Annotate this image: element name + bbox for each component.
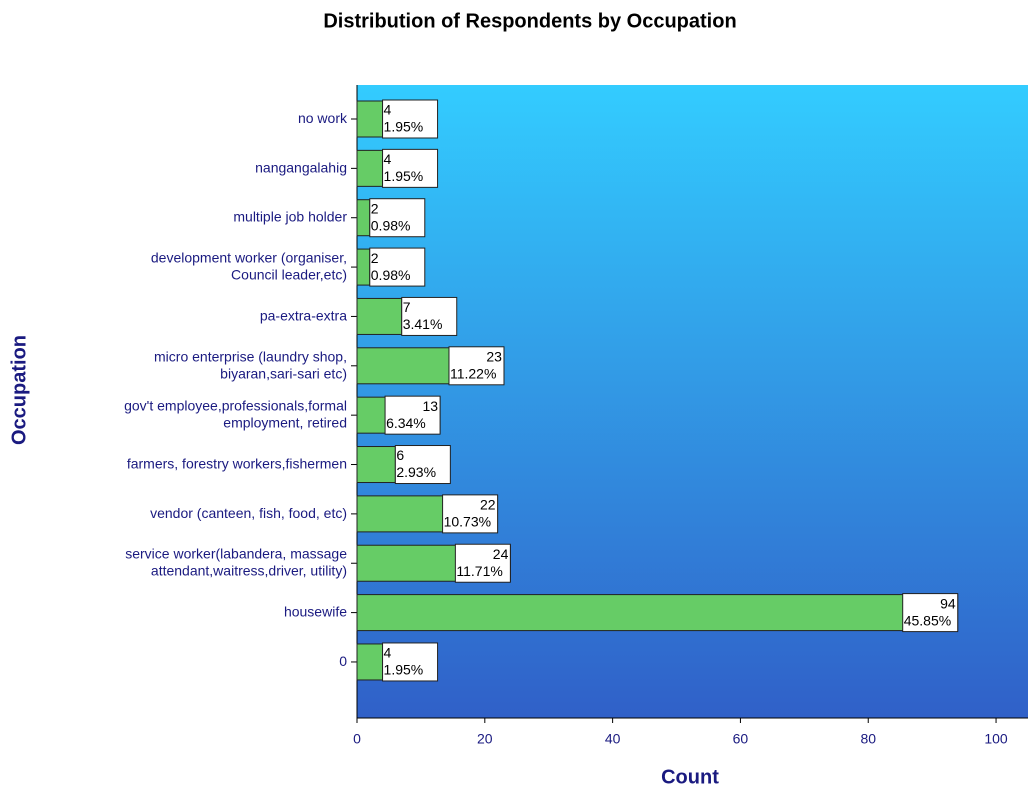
y-axis-label: Occupation bbox=[8, 335, 30, 445]
value-label: 7 bbox=[403, 299, 411, 315]
y-tick-label: gov't employee,professionals,formal emplo… bbox=[124, 397, 347, 430]
y-tick-label: nangangalahig bbox=[255, 159, 347, 175]
x-tick-label: 60 bbox=[733, 731, 749, 747]
x-tick-label: 40 bbox=[605, 731, 621, 747]
x-tick-label: 100 bbox=[984, 731, 1008, 747]
bar bbox=[356, 100, 384, 138]
percent-label: 2.93% bbox=[396, 464, 436, 480]
label-box bbox=[454, 543, 511, 583]
value-label: 4 bbox=[384, 151, 392, 167]
y-tick-label: no work bbox=[298, 110, 348, 126]
bar bbox=[356, 643, 384, 681]
y-tick-label: 0 bbox=[339, 653, 347, 669]
y-tick-label: development worker (organiser, Council le… bbox=[151, 249, 347, 282]
label-box bbox=[442, 494, 499, 534]
value-label: 6 bbox=[396, 447, 404, 463]
chart-title: Distribution of Respondents by Occupatio… bbox=[323, 10, 736, 32]
x-tick-label: 0 bbox=[353, 731, 361, 747]
percent-label: 11.71% bbox=[456, 563, 502, 579]
label-box bbox=[382, 148, 439, 188]
y-tick-label: farmers, forestry workers,fishermen bbox=[127, 455, 347, 471]
value-label: 22 bbox=[480, 497, 496, 513]
label-box bbox=[394, 445, 451, 485]
value-label: 94 bbox=[940, 595, 956, 611]
x-tick-label: 80 bbox=[860, 731, 876, 747]
value-label: 24 bbox=[493, 546, 509, 562]
y-tick-label: multiple job holder bbox=[233, 208, 347, 224]
value-label: 2 bbox=[371, 250, 379, 266]
value-label: 23 bbox=[486, 349, 502, 365]
percent-label: 0.98% bbox=[371, 217, 411, 233]
value-label: 4 bbox=[384, 102, 392, 118]
bar bbox=[356, 594, 959, 632]
label-box bbox=[369, 198, 426, 238]
y-tick-label: service worker(labandera, massage attenda… bbox=[125, 545, 347, 578]
value-label: 2 bbox=[371, 200, 379, 216]
label-box bbox=[382, 99, 439, 139]
label-box bbox=[401, 296, 458, 336]
bar bbox=[356, 297, 403, 335]
x-tick-label: 20 bbox=[477, 731, 493, 747]
percent-label: 1.95% bbox=[384, 168, 424, 184]
y-tick-label: housewife bbox=[284, 603, 347, 619]
y-tick-label: pa-extra-extra bbox=[260, 307, 347, 323]
value-label: 4 bbox=[384, 645, 392, 661]
percent-label: 1.95% bbox=[384, 119, 424, 135]
percent-label: 3.41% bbox=[403, 316, 443, 332]
label-box bbox=[902, 593, 959, 633]
percent-label: 10.73% bbox=[444, 514, 491, 530]
y-tick-label: vendor (canteen, fish, food, etc) bbox=[150, 505, 347, 521]
bar bbox=[356, 446, 396, 484]
label-box bbox=[448, 346, 505, 386]
bar bbox=[356, 199, 371, 237]
label-box bbox=[369, 247, 426, 287]
percent-label: 0.98% bbox=[371, 267, 411, 283]
percent-label: 1.95% bbox=[384, 662, 424, 678]
label-box bbox=[382, 642, 439, 682]
x-axis-label: Count bbox=[661, 766, 719, 788]
value-label: 13 bbox=[422, 398, 438, 414]
bar bbox=[356, 248, 371, 286]
label-box bbox=[384, 395, 441, 435]
percent-label: 45.85% bbox=[904, 612, 951, 628]
percent-label: 6.34% bbox=[386, 415, 426, 431]
y-tick-label: micro enterprise (laundry shop, biyaran,s… bbox=[154, 348, 347, 381]
bar bbox=[356, 149, 384, 187]
percent-label: 11.22% bbox=[450, 366, 496, 382]
